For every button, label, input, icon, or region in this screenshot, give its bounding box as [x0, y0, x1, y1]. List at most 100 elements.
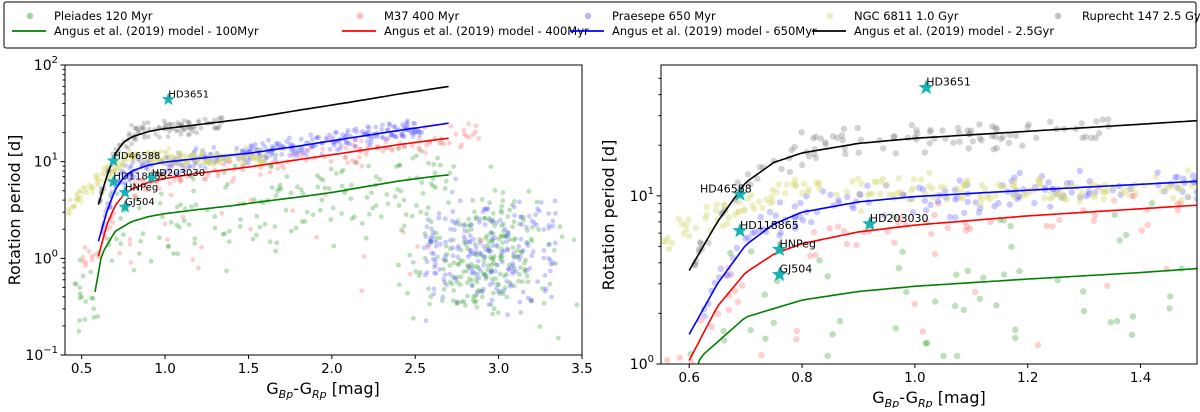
ngc6811-point [776, 181, 782, 187]
legend-marker-pleiades [27, 13, 33, 19]
praesepe-point [384, 137, 389, 142]
praesepe-point [503, 227, 508, 232]
ngc6811-point [759, 205, 765, 211]
star-label-GJ504: GJ504 [125, 197, 155, 208]
m37-point [928, 231, 934, 237]
x-tick-label: 0.5 [71, 361, 92, 377]
pleiades-point [480, 294, 485, 299]
ngc6811-point [1101, 196, 1107, 202]
pleiades-point [277, 186, 282, 191]
ruprecht-point [976, 121, 982, 127]
pleiades-point [485, 233, 490, 238]
ruprecht-point [1079, 120, 1085, 126]
praesepe-point [1077, 168, 1083, 174]
pleiades-point [501, 190, 506, 195]
pleiades-point [175, 205, 180, 210]
pleiades-point [316, 185, 321, 190]
ngc6811-point [263, 154, 268, 159]
praesepe-point [373, 125, 378, 130]
ngc6811-point [877, 191, 883, 197]
m37-point [826, 225, 832, 231]
m37-point [739, 282, 745, 288]
praesepe-point [434, 244, 439, 249]
pleiades-point [1012, 327, 1018, 333]
ruprecht-point [153, 132, 158, 137]
ruprecht-point [188, 127, 193, 132]
praesepe-point [431, 291, 436, 296]
m37-point [199, 245, 204, 250]
pleiades-point [762, 291, 768, 297]
pleiades-point [405, 291, 410, 296]
praesepe-point [701, 313, 707, 319]
ruprecht-point [822, 139, 828, 145]
pleiades-point [419, 180, 424, 185]
pleiades-point [980, 275, 986, 281]
praesepe-point [387, 123, 392, 128]
praesepe-point [437, 211, 442, 216]
ruprecht-point [856, 150, 862, 156]
praesepe-point [450, 209, 455, 214]
m37-point [1111, 197, 1117, 203]
m37-point [314, 235, 319, 240]
m37-point [417, 145, 422, 150]
praesepe-point [450, 190, 455, 195]
ruprecht-point [799, 162, 805, 168]
praesepe-point [451, 253, 456, 258]
ngc6811-point [805, 189, 811, 195]
pleiades-point [157, 235, 162, 240]
m37-point [249, 198, 254, 203]
pleiades-point [110, 258, 115, 263]
m37-point [345, 160, 350, 165]
m37-point [117, 251, 122, 256]
praesepe-point [524, 268, 529, 273]
ngc6811-point [704, 204, 710, 210]
m37-point [168, 181, 173, 186]
ngc6811-point [813, 179, 819, 185]
pleiades-point [212, 214, 217, 219]
pleiades-point [402, 224, 407, 229]
pleiades-point [499, 223, 504, 228]
pleiades-point [511, 245, 516, 250]
ngc6811-point [262, 160, 267, 165]
m37-point [794, 328, 800, 334]
pleiades-point [438, 235, 443, 240]
pleiades-point [118, 216, 123, 221]
m37-point [181, 215, 186, 220]
pleiades-point [1130, 313, 1136, 319]
m37-point [441, 142, 446, 147]
ngc6811-point [224, 157, 229, 162]
m37-point [793, 336, 799, 342]
right-model-curves [678, 121, 1197, 408]
m37-point [735, 299, 741, 305]
pleiades-point [520, 279, 525, 284]
ruprecht-point [927, 140, 933, 146]
praesepe-point [304, 153, 309, 158]
pleiades-point [499, 204, 504, 209]
praesepe-point [550, 224, 555, 229]
m37-point [408, 272, 413, 277]
m37-point [1175, 207, 1181, 213]
praesepe-point [518, 254, 523, 259]
praesepe-point [521, 248, 526, 253]
ruprecht-point [146, 135, 151, 140]
pleiades-point [505, 295, 510, 300]
pleiades-point [141, 231, 146, 236]
praesepe-point [539, 200, 544, 205]
star-label-HD203030: HD203030 [152, 168, 205, 179]
praesepe-point [477, 276, 482, 281]
ngc6811-point [938, 184, 944, 190]
star-label-HNPeg: HNPeg [125, 183, 158, 194]
praesepe-point [517, 200, 522, 205]
ngc6811-point [910, 185, 916, 191]
m37-point [931, 212, 937, 218]
x-tick-label: 3.5 [571, 361, 592, 377]
star-label-HD46588: HD46588 [700, 182, 752, 195]
left-axes-frame [65, 65, 582, 355]
ngc6811-point [979, 196, 985, 202]
pleiades-point [160, 215, 165, 220]
pleiades-point [463, 303, 468, 308]
legend-marker-m37 [357, 13, 363, 19]
